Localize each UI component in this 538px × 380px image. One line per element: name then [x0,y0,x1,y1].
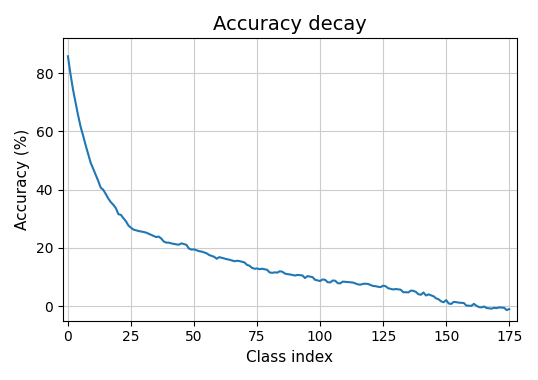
Y-axis label: Accuracy (%): Accuracy (%) [15,129,30,230]
Title: Accuracy decay: Accuracy decay [213,15,367,34]
X-axis label: Class index: Class index [246,350,334,365]
